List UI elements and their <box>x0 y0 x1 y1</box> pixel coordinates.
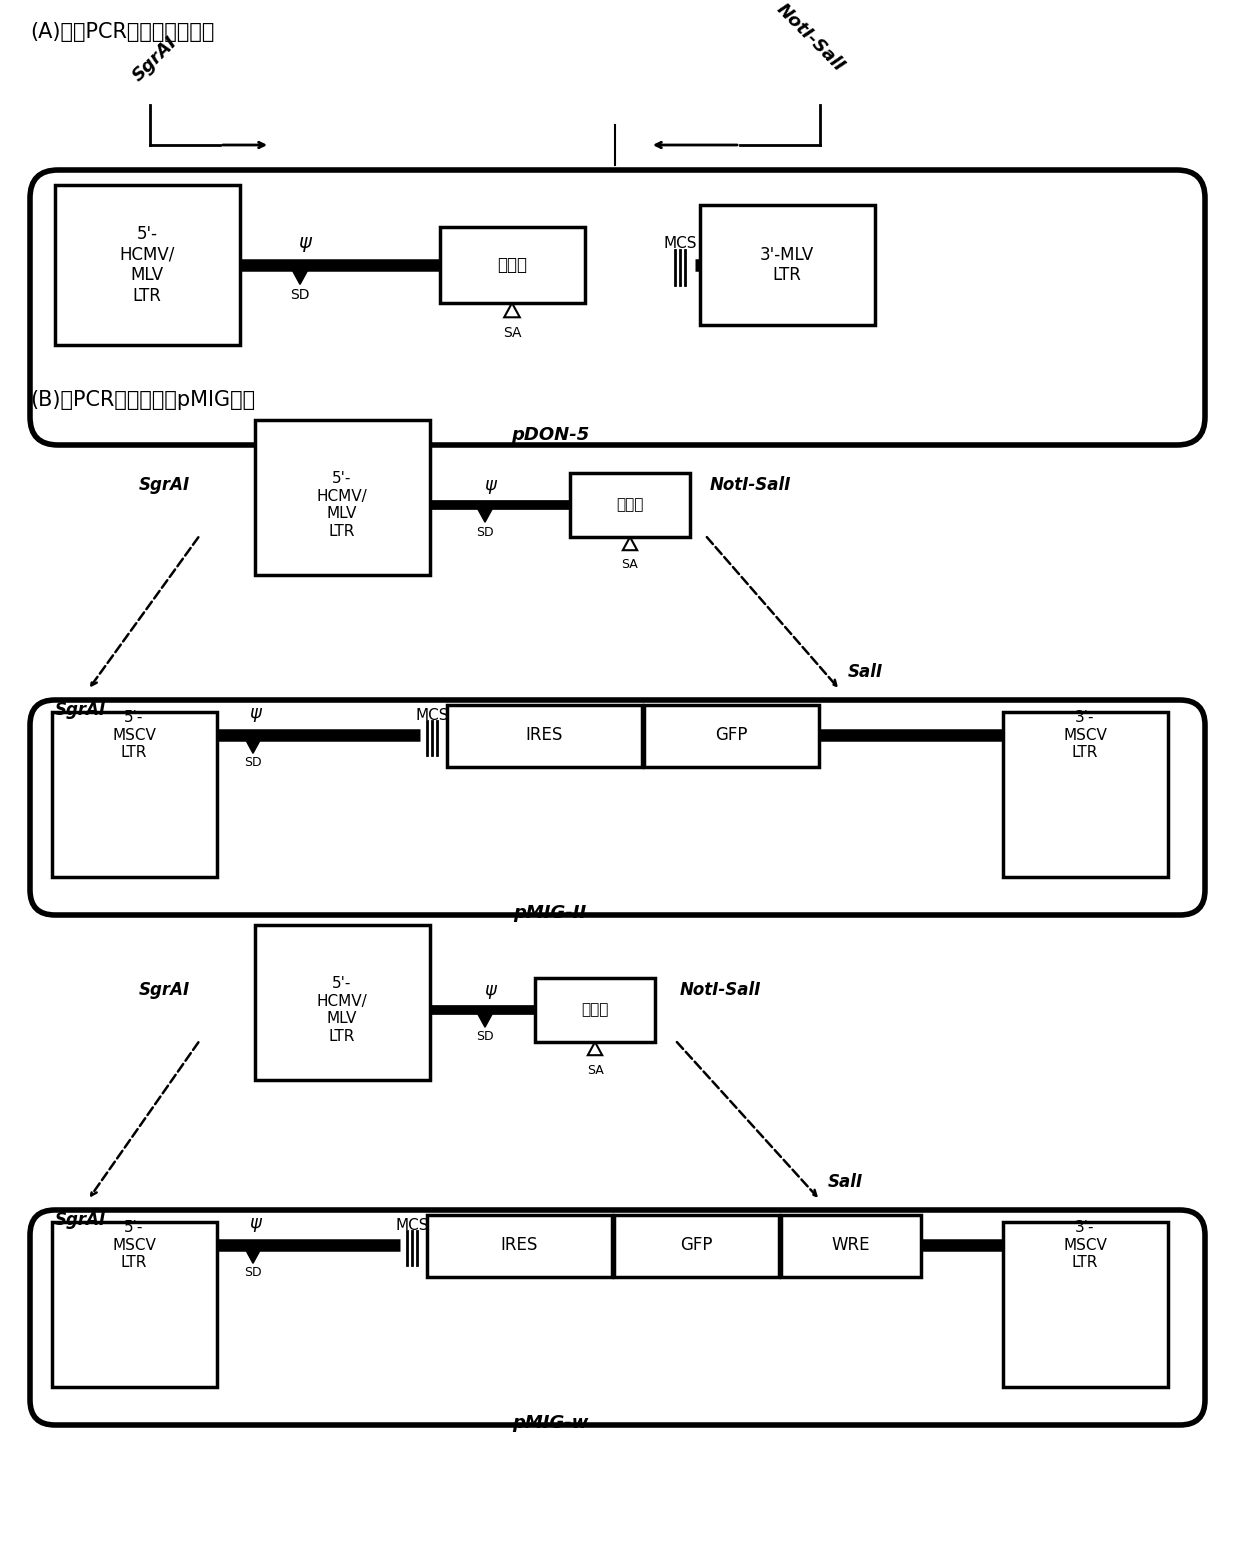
Text: 5'-
HCMV/
MLV
LTR: 5'- HCMV/ MLV LTR <box>119 224 175 305</box>
Text: ψ: ψ <box>249 704 260 721</box>
Text: ψ: ψ <box>484 475 496 494</box>
Text: NotI-SalI: NotI-SalI <box>680 981 761 998</box>
Bar <box>440 228 585 303</box>
Text: 5'-
MSCV
LTR: 5'- MSCV LTR <box>112 711 156 760</box>
FancyBboxPatch shape <box>30 1211 1205 1426</box>
Text: SA: SA <box>621 559 639 571</box>
FancyBboxPatch shape <box>30 700 1205 915</box>
Text: SD: SD <box>476 1031 494 1043</box>
Bar <box>55 186 241 345</box>
Polygon shape <box>477 1014 492 1028</box>
Text: MCS: MCS <box>396 1217 429 1232</box>
Text: SgrAI: SgrAI <box>139 981 190 998</box>
Text: GFP: GFP <box>680 1235 712 1254</box>
Polygon shape <box>246 738 260 754</box>
Text: SA: SA <box>587 1063 604 1076</box>
Text: pDON-5: pDON-5 <box>511 426 589 444</box>
Text: SgrAI: SgrAI <box>139 475 190 494</box>
Bar <box>52 712 217 878</box>
Text: SA: SA <box>502 327 521 341</box>
Text: pMIG-w: pMIG-w <box>512 1413 588 1432</box>
Text: 3'-MLV
LTR: 3'-MLV LTR <box>760 246 815 285</box>
Text: ψ: ψ <box>249 1214 260 1232</box>
Text: GFP: GFP <box>714 726 748 745</box>
Polygon shape <box>477 509 492 522</box>
Text: 5'-
HCMV/
MLV
LTR: 5'- HCMV/ MLV LTR <box>316 977 367 1043</box>
Polygon shape <box>246 1249 260 1263</box>
Bar <box>644 704 818 766</box>
Text: 5'-
MSCV
LTR: 5'- MSCV LTR <box>112 1220 156 1269</box>
Polygon shape <box>505 303 520 317</box>
Text: 3'-
MSCV
LTR: 3'- MSCV LTR <box>1063 1220 1107 1269</box>
Text: (A)通过PCR连接限制酶位点: (A)通过PCR连接限制酶位点 <box>30 22 215 42</box>
Polygon shape <box>588 1042 603 1056</box>
Text: 5'-
HCMV/
MLV
LTR: 5'- HCMV/ MLV LTR <box>316 472 367 539</box>
Text: SD: SD <box>244 757 262 769</box>
Bar <box>614 1215 779 1277</box>
Text: IRES: IRES <box>500 1235 538 1254</box>
Text: NotI-SalI: NotI-SalI <box>711 475 791 494</box>
Bar <box>255 420 430 574</box>
Bar <box>1003 1221 1168 1387</box>
Text: 内含子: 内含子 <box>582 1003 609 1017</box>
Text: IRES: IRES <box>526 726 563 745</box>
Text: ψ: ψ <box>299 234 311 252</box>
Bar <box>1003 712 1168 878</box>
Polygon shape <box>622 537 637 550</box>
Bar <box>534 978 655 1042</box>
Bar <box>781 1215 921 1277</box>
Text: SD: SD <box>476 525 494 539</box>
Text: (B)将PCR片段克隆至pMIG载体: (B)将PCR片段克隆至pMIG载体 <box>30 390 255 410</box>
Text: SalI: SalI <box>828 1173 863 1190</box>
Bar <box>701 204 875 325</box>
Polygon shape <box>291 269 309 285</box>
Text: NotI-SalI: NotI-SalI <box>773 0 848 74</box>
Bar <box>446 704 642 766</box>
Text: ψ: ψ <box>484 981 496 998</box>
Text: SgrAI: SgrAI <box>129 33 181 85</box>
Text: SgrAI: SgrAI <box>55 701 107 718</box>
Text: SD: SD <box>290 288 310 302</box>
Text: SalI: SalI <box>848 663 883 681</box>
Bar <box>427 1215 613 1277</box>
Text: 内含子: 内含子 <box>616 497 644 512</box>
Text: MCS: MCS <box>415 707 449 723</box>
Text: SD: SD <box>244 1266 262 1280</box>
Bar <box>255 926 430 1081</box>
Text: 内含子: 内含子 <box>497 255 527 274</box>
Bar <box>570 474 689 537</box>
Text: WRE: WRE <box>832 1235 870 1254</box>
FancyBboxPatch shape <box>30 170 1205 444</box>
Bar <box>52 1221 217 1387</box>
Text: MCS: MCS <box>663 235 697 251</box>
Text: pMIG-II: pMIG-II <box>513 904 587 923</box>
Text: SgrAI: SgrAI <box>55 1211 107 1229</box>
Text: 3'-
MSCV
LTR: 3'- MSCV LTR <box>1063 711 1107 760</box>
